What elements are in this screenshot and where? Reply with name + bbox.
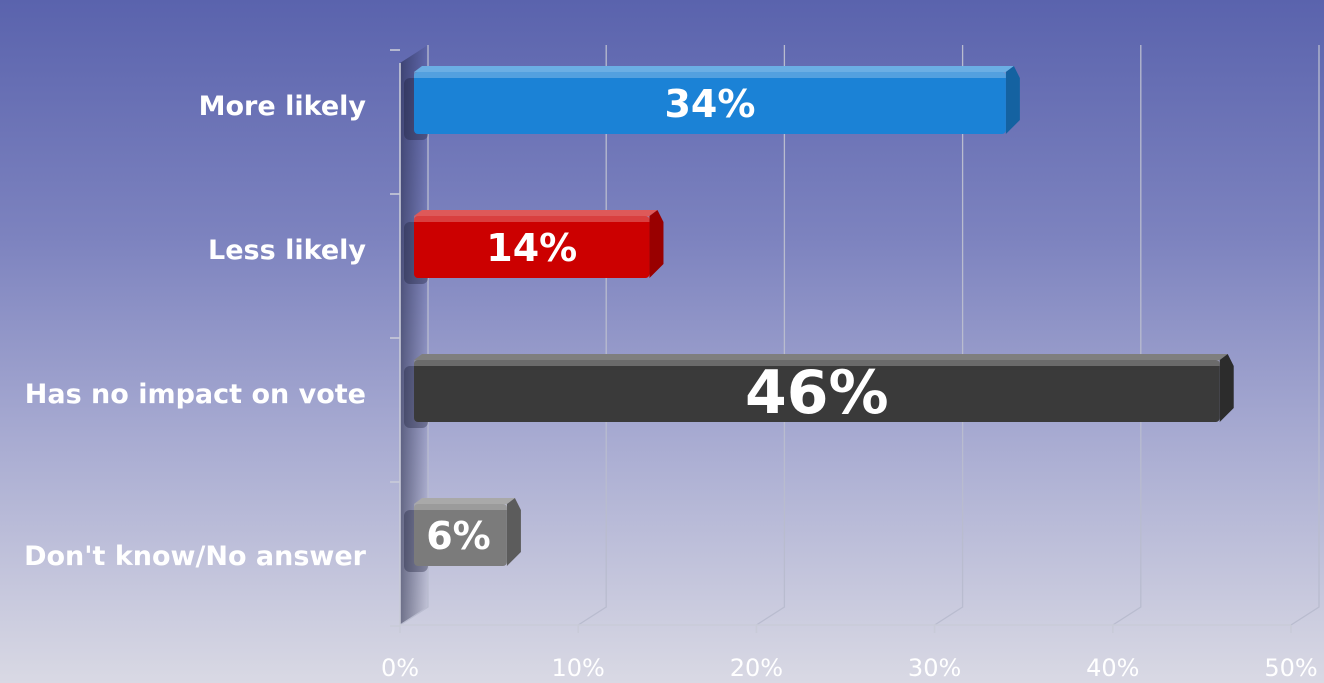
category-label: More likely <box>199 91 367 122</box>
bar <box>404 498 521 572</box>
x-tick-label: 50% <box>1264 654 1317 682</box>
gridline <box>1112 45 1142 626</box>
bar <box>404 210 664 284</box>
axes <box>390 49 1292 633</box>
x-tick-label: 30% <box>908 654 961 682</box>
gridline <box>934 45 964 626</box>
category-label: Less likely <box>208 235 366 266</box>
category-label: Has no impact on vote <box>25 379 366 410</box>
bar-value-label: 34% <box>664 82 755 126</box>
gridline <box>756 45 786 626</box>
bar-highlight <box>414 216 650 222</box>
bar <box>404 354 1234 428</box>
labels: 34% More likely 14% Less likely 46% Has no im… <box>24 82 1318 682</box>
bar-front-face <box>414 72 1006 134</box>
x-tick-label: 20% <box>730 654 783 682</box>
bar-highlight <box>414 360 1220 366</box>
bar <box>404 66 1020 140</box>
category-label: Don't know/No answer <box>24 541 367 572</box>
bar-end-face <box>1219 354 1234 422</box>
bar-front-face <box>414 360 1220 422</box>
x-tick-label: 10% <box>552 654 605 682</box>
bar-top-face <box>414 354 1228 360</box>
bar-highlight <box>414 504 507 510</box>
bar-value-label: 46% <box>745 358 889 428</box>
bar-top-face <box>414 210 658 216</box>
gridlines <box>399 45 1320 626</box>
bar-end-face <box>1005 66 1020 134</box>
bars <box>404 66 1234 572</box>
bar-top-face <box>414 66 1014 72</box>
axis-wall-shadow <box>400 45 428 625</box>
bar-top-face <box>414 498 515 504</box>
x-tick-label: 0% <box>381 654 419 682</box>
bar-front-face <box>414 216 650 278</box>
bar-value-label: 6% <box>426 514 491 558</box>
x-tick-label: 40% <box>1086 654 1139 682</box>
bar-front-face <box>414 504 507 566</box>
bar-end-face <box>649 210 664 278</box>
bar-highlight <box>414 72 1006 78</box>
bar-value-label: 14% <box>486 226 577 270</box>
bar-end-face <box>506 498 521 566</box>
gridline <box>1290 45 1320 626</box>
